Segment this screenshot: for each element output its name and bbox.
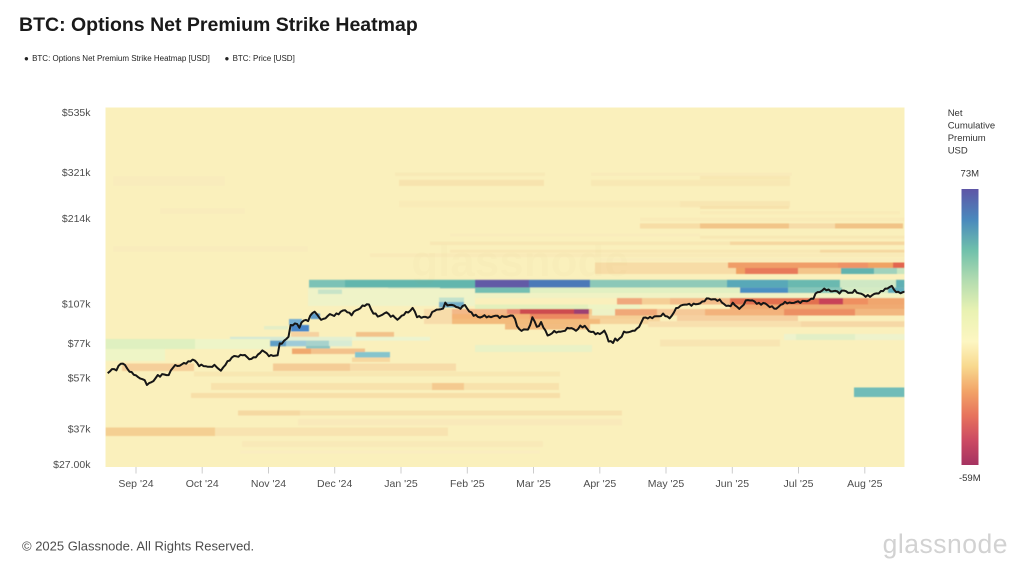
svg-text:Dec '24: Dec '24: [317, 478, 352, 490]
svg-text:© 2025 Glassnode. All Rights R: © 2025 Glassnode. All Rights Reserved.: [22, 539, 254, 554]
svg-text:Cumulative: Cumulative: [948, 121, 996, 132]
svg-text:$107k: $107k: [62, 298, 91, 310]
svg-text:Jan '25: Jan '25: [384, 478, 418, 490]
svg-text:$321k: $321k: [62, 167, 91, 179]
svg-text:USD: USD: [948, 146, 968, 157]
svg-text:Oct '24: Oct '24: [186, 478, 219, 490]
svg-text:glassnode: glassnode: [883, 529, 1008, 559]
svg-text:Jun '25: Jun '25: [716, 478, 750, 490]
svg-text:73M: 73M: [961, 169, 980, 180]
svg-text:BTC: Options Net Premium Strik: BTC: Options Net Premium Strike Heatmap: [19, 14, 418, 36]
svg-text:$57k: $57k: [68, 372, 92, 384]
svg-text:Sep '24: Sep '24: [118, 478, 153, 490]
svg-text:$37k: $37k: [68, 424, 92, 436]
svg-text:Aug '25: Aug '25: [847, 478, 882, 490]
svg-text:Apr '25: Apr '25: [583, 478, 616, 490]
svg-text:May '25: May '25: [648, 478, 685, 490]
svg-text:$214k: $214k: [62, 213, 91, 225]
svg-text:Net: Net: [948, 108, 963, 119]
svg-text:Jul '25: Jul '25: [783, 478, 813, 490]
svg-text:-59M: -59M: [959, 473, 981, 484]
svg-text:Feb '25: Feb '25: [450, 478, 485, 490]
svg-text:$535k: $535k: [62, 107, 91, 119]
svg-text:$27.00k: $27.00k: [53, 459, 91, 471]
svg-text:$77k: $77k: [68, 338, 92, 350]
svg-text:glassnode: glassnode: [411, 237, 629, 286]
svg-text:● BTC: Price [USD]: ● BTC: Price [USD]: [225, 54, 295, 63]
svg-text:Premium: Premium: [948, 133, 986, 144]
svg-text:● BTC: Options Net Premium Str: ● BTC: Options Net Premium Strike Heatma…: [24, 54, 210, 63]
svg-text:Mar '25: Mar '25: [516, 478, 551, 490]
svg-text:Nov '24: Nov '24: [251, 478, 286, 490]
